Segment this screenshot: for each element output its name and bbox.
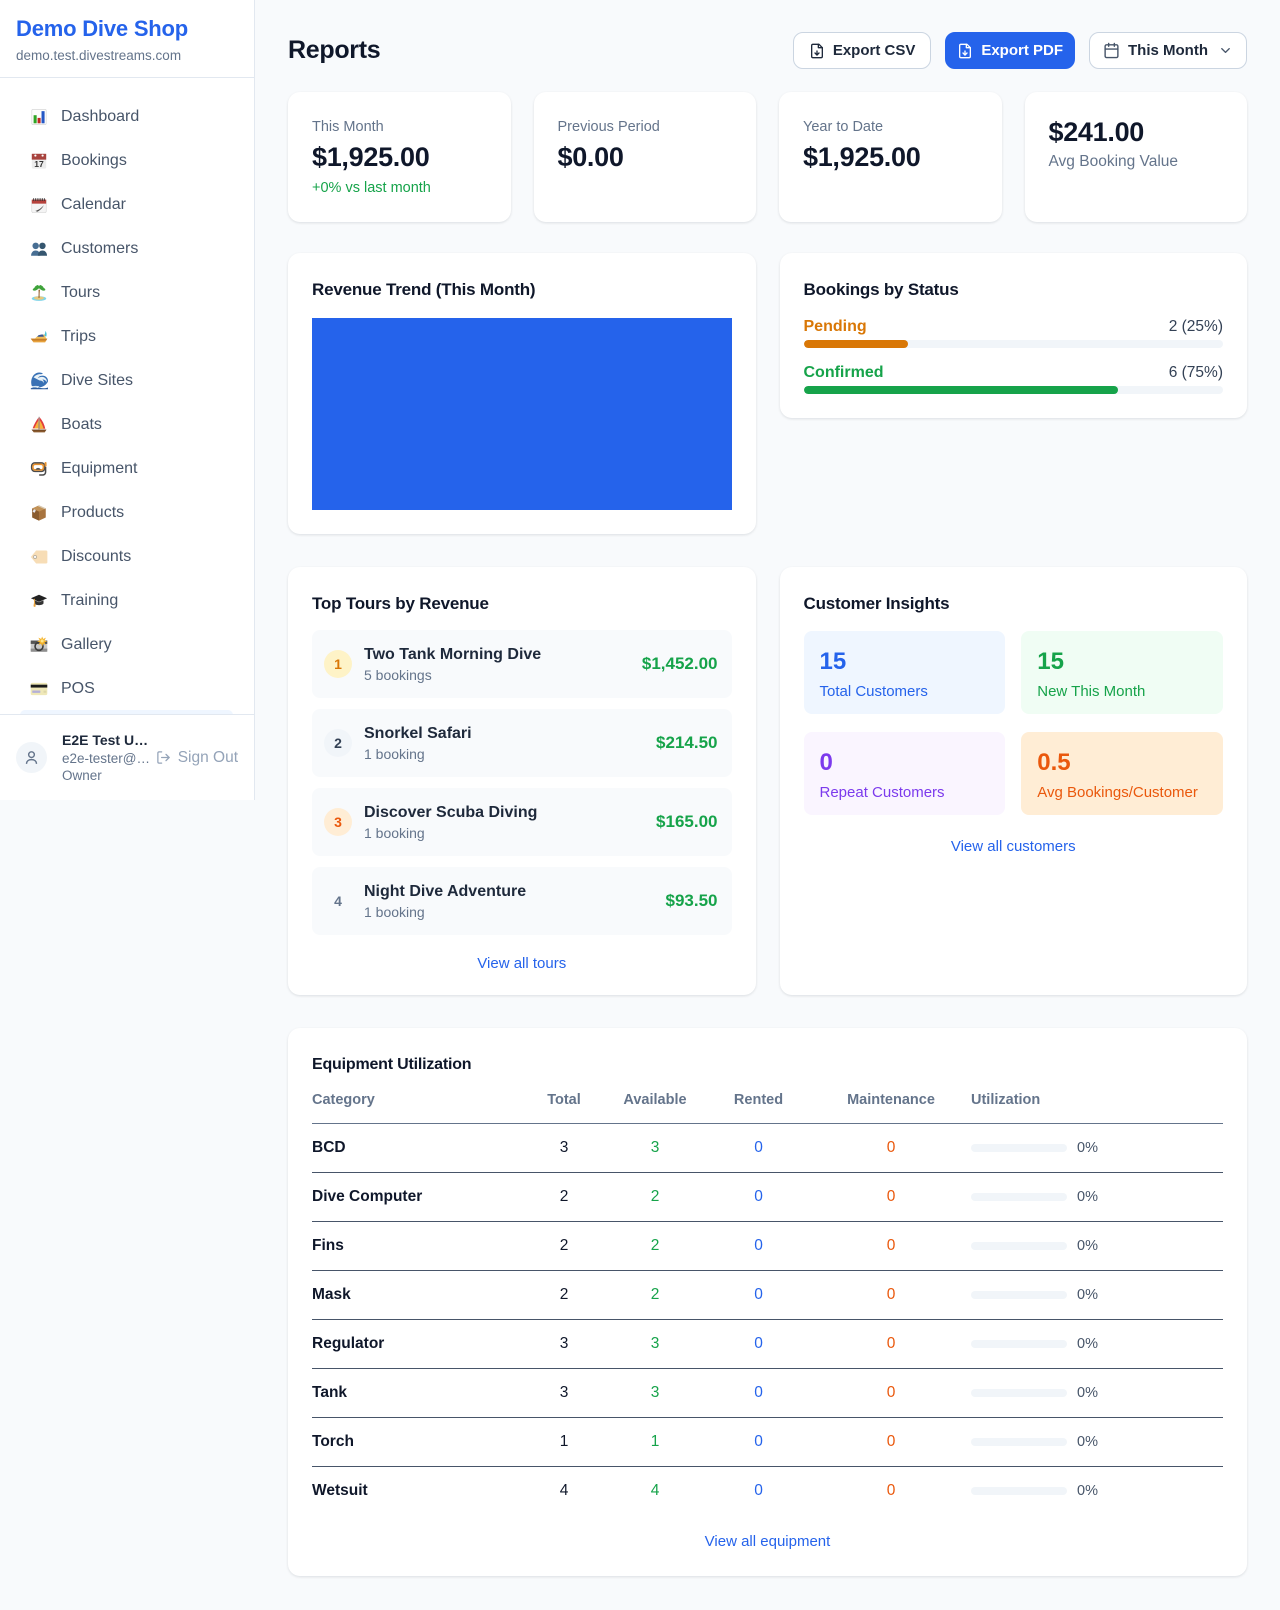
svg-text:17: 17 <box>34 159 44 169</box>
